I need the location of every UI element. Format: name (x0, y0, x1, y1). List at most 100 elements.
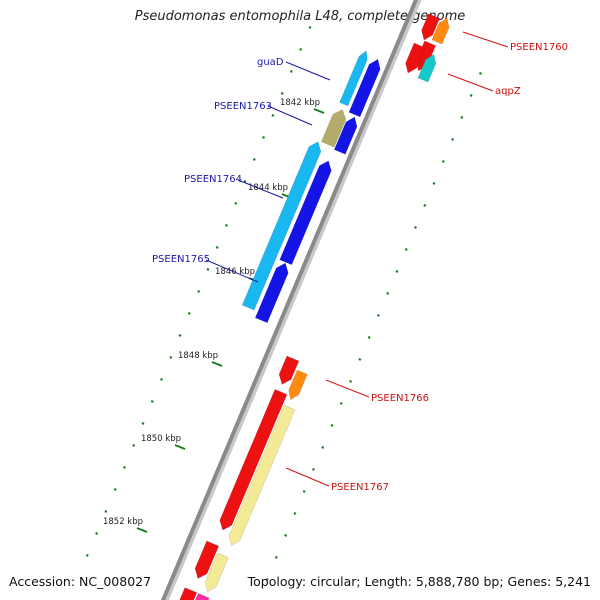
tick-dot (460, 116, 464, 119)
tick-dot (280, 92, 284, 95)
gene-leader-line (447, 73, 494, 92)
gene-label: PSEEN1766 (371, 393, 429, 404)
gene-leader-line (462, 31, 509, 48)
gene-pink-arrow (195, 593, 210, 600)
tick-dot (386, 292, 390, 295)
genome-title: Pseudomonas entomophila L48, complete ge… (134, 9, 466, 24)
gene-pseen1760-arrow (431, 17, 450, 45)
tick-dot (271, 114, 275, 117)
tick-dot (479, 72, 482, 75)
gene-leader-line (325, 379, 370, 398)
ruler-label: 1852 kbp (103, 517, 143, 527)
gene-blue-arrow-1 (348, 58, 381, 118)
tick-rows (85, 26, 482, 581)
tick-dot (243, 180, 247, 183)
tick-dot (104, 510, 108, 513)
tick-dot (122, 466, 126, 469)
accession-text: Accession: NC_008027 (9, 574, 152, 589)
tick-dot (404, 248, 408, 251)
ruler-tick (313, 108, 325, 114)
tick-dot (469, 94, 473, 97)
ruler-label: 1850 kbp (141, 434, 181, 444)
tick-dot (302, 490, 306, 493)
gene-guad-arrow (339, 50, 368, 107)
tick-dot (178, 334, 182, 337)
gene-yellow-arrow-2 (204, 552, 229, 593)
gene-leader-line (285, 467, 330, 487)
gene-blue-arrow-2 (333, 116, 358, 155)
gene-red-arrow-3 (194, 540, 220, 579)
gene-pseen1767-arrow (228, 404, 296, 546)
backbone (160, 0, 422, 600)
tick-dot (293, 512, 297, 515)
ruler-label: 1844 kbp (248, 183, 288, 193)
tick-dot (197, 290, 201, 293)
tick-dot (358, 358, 362, 361)
backbone-line (160, 0, 419, 600)
ruler-tick (136, 527, 148, 533)
gene-pseen1764-arrow (241, 141, 322, 311)
tick-dot (284, 534, 288, 537)
gene-label: PSEEN1760 (510, 42, 568, 53)
gene-leader-line (237, 179, 284, 199)
gene-red-arrow-4 (179, 587, 198, 600)
gene-label: PSEEN1763 (214, 101, 272, 112)
gene-pseen1763-arrow (320, 109, 347, 148)
tick-dot (141, 422, 145, 425)
tick-dot (308, 26, 312, 29)
tick-dot (339, 402, 343, 405)
tick-dot (113, 488, 117, 491)
topology-text: Topology: circular; Length: 5,888,780 bp… (247, 574, 591, 589)
tick-dot (262, 136, 266, 139)
gene-red-arrow-2 (219, 388, 288, 531)
ruler-tick (174, 444, 186, 450)
tick-dot (234, 202, 238, 205)
gene-label: aqpZ (495, 86, 521, 97)
tick-dot (312, 468, 315, 471)
gene-blue-arrow-3 (279, 160, 332, 266)
gene-label: guaD (257, 57, 284, 68)
tick-dot (225, 224, 228, 227)
tick-dot (160, 378, 163, 381)
gene-red-upper-arrow (405, 42, 426, 74)
tick-dot (423, 204, 427, 207)
gene-pseen1765-arrow (254, 262, 289, 324)
gene-label: PSEEN1764 (184, 174, 242, 185)
tick-dot (215, 246, 219, 249)
tick-dot (169, 356, 173, 359)
gene-red-arrow-1 (278, 355, 300, 385)
gene-leader-line (267, 105, 313, 126)
tick-dot (367, 336, 371, 339)
tick-dot (451, 138, 455, 141)
tick-dot (274, 556, 278, 559)
tick-dot (321, 446, 325, 449)
tick-dot (376, 314, 380, 317)
tick-dot (330, 424, 334, 427)
gene-leader-line (205, 259, 259, 283)
tick-dot (299, 48, 303, 51)
gene-red-upper-arrow-2 (421, 13, 441, 41)
gene-label: PSEEN1765 (152, 254, 210, 265)
tick-dot (349, 380, 353, 383)
tick-dot (289, 70, 293, 73)
tick-dot (206, 268, 210, 271)
ruler-label: 1848 kbp (178, 351, 218, 361)
gene-pseen1766-arrow (288, 369, 308, 401)
tick-dot (150, 400, 154, 403)
tick-dot (265, 578, 269, 581)
tick-dot (132, 444, 136, 447)
tick-dot (441, 160, 445, 163)
tick-dot (95, 532, 99, 535)
tick-dot (432, 182, 436, 185)
gene-labels: guaD PSEEN1763 PSEEN1764 PSEEN1765 PSEEN1760… (152, 31, 568, 493)
ruler-label: 1842 kbp (280, 98, 320, 108)
gene-aqpz-arrow (417, 53, 437, 83)
tick-dot (85, 554, 89, 557)
gene-label: PSEEN1767 (331, 482, 389, 493)
tick-dot (252, 158, 256, 161)
tick-dot (395, 270, 399, 273)
gene-leader-line (285, 61, 331, 81)
